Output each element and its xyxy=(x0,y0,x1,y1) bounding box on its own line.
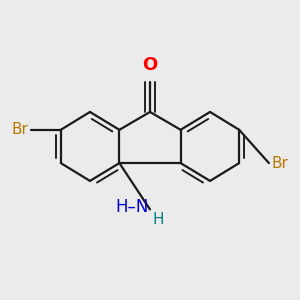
Text: H–N: H–N xyxy=(115,198,148,216)
Text: O: O xyxy=(142,56,158,74)
Text: H: H xyxy=(153,212,164,227)
Text: Br: Br xyxy=(11,122,28,137)
Text: Br: Br xyxy=(272,156,289,171)
